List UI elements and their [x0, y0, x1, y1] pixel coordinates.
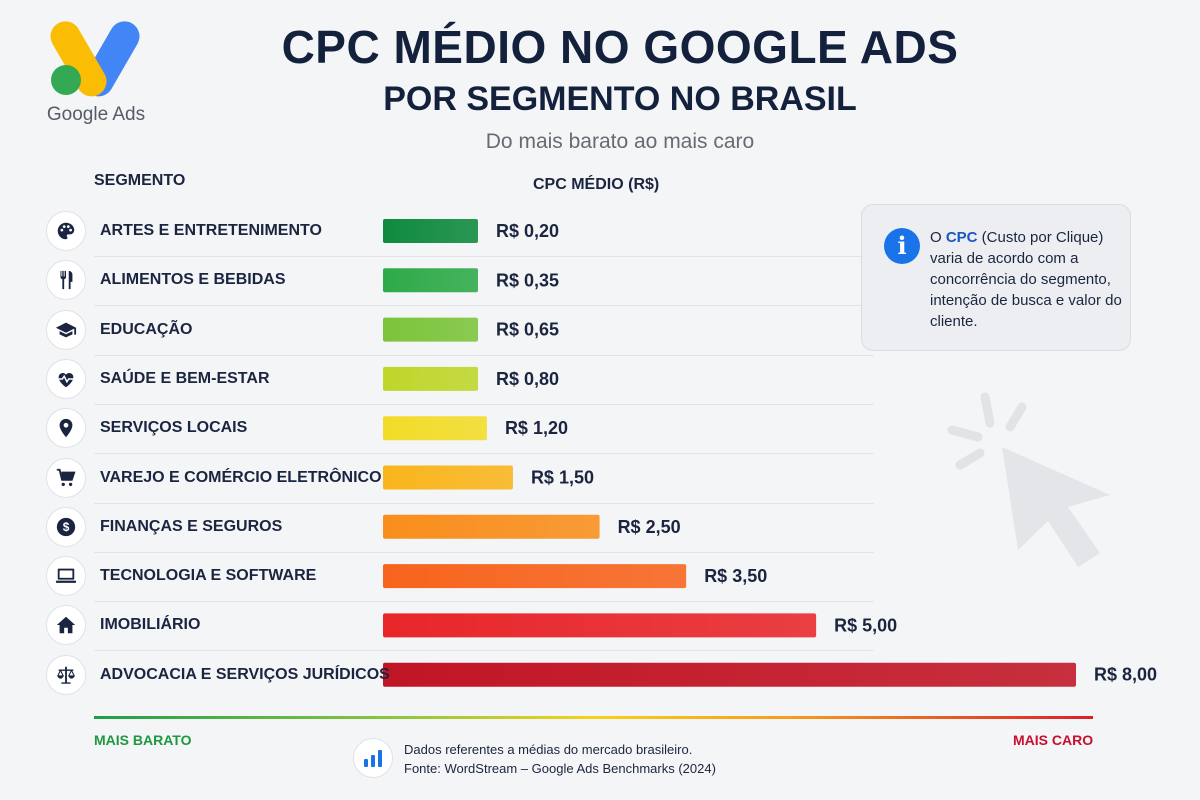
bar-0	[383, 219, 478, 243]
column-header-segment: SEGMENTO	[94, 172, 186, 189]
bar-7	[383, 564, 687, 589]
bar-3	[383, 366, 478, 391]
bar-5	[383, 465, 513, 490]
value-label: R$ 1,20	[505, 418, 568, 438]
bar-8	[383, 613, 817, 638]
value-label: R$ 3,50	[704, 566, 767, 586]
scale-label-low: MAIS BARATO	[94, 732, 192, 748]
page-title: CPC MÉDIO NO GOOGLE ADS	[281, 21, 959, 73]
column-header-cpc: CPC MÉDIO (R$)	[533, 176, 660, 193]
value-label: R$ 1,50	[531, 468, 594, 488]
value-label: R$ 0,65	[496, 320, 559, 340]
value-label: R$ 2,50	[618, 517, 681, 537]
source-note: Dados referentes a médias do mercado bra…	[404, 742, 693, 757]
cursor-click-icon	[947, 392, 1110, 567]
cost-gradient-line	[94, 716, 1093, 719]
google-ads-logo-icon	[50, 21, 140, 97]
bar-1	[383, 268, 478, 293]
info-highlight: CPC	[945, 229, 978, 246]
bar-6	[383, 514, 600, 539]
logo-text: Google Ads	[46, 104, 146, 125]
value-label: R$ 0,35	[496, 270, 559, 290]
info-icon: i	[884, 228, 920, 264]
source-citation: Fonte: WordStream – Google Ads Benchmark…	[404, 761, 716, 776]
bar-chart: R$ 0,20 R$ 0,35 R$ 0,65 R$ 0,80 R$ 1,20 R$ 1,…	[383, 219, 1157, 687]
info-text: O CPC (Custo por Clique) varia de acordo…	[930, 227, 1125, 332]
value-label: R$ 5,00	[834, 615, 897, 635]
page-tagline: Do mais barato ao mais caro	[485, 130, 755, 153]
bar-2	[383, 317, 478, 342]
google-ads-logo: Google Ads	[40, 18, 150, 130]
info-body: (Custo por Clique) varia de acordo com a…	[930, 229, 1122, 330]
scale-label-high: MAIS CARO	[1013, 732, 1094, 748]
bar-9	[383, 662, 1076, 687]
info-card: i O CPC (Custo por Clique) varia de acor…	[861, 204, 1131, 351]
info-prefix: O	[930, 229, 946, 246]
bar-4	[383, 416, 487, 441]
value-label: R$ 0,80	[496, 369, 559, 389]
value-label: R$ 8,00	[1094, 665, 1157, 685]
page-subtitle: POR SEGMENTO NO BRASIL	[383, 80, 857, 118]
bar-chart-icon	[353, 738, 393, 778]
value-label: R$ 0,20	[496, 221, 559, 241]
